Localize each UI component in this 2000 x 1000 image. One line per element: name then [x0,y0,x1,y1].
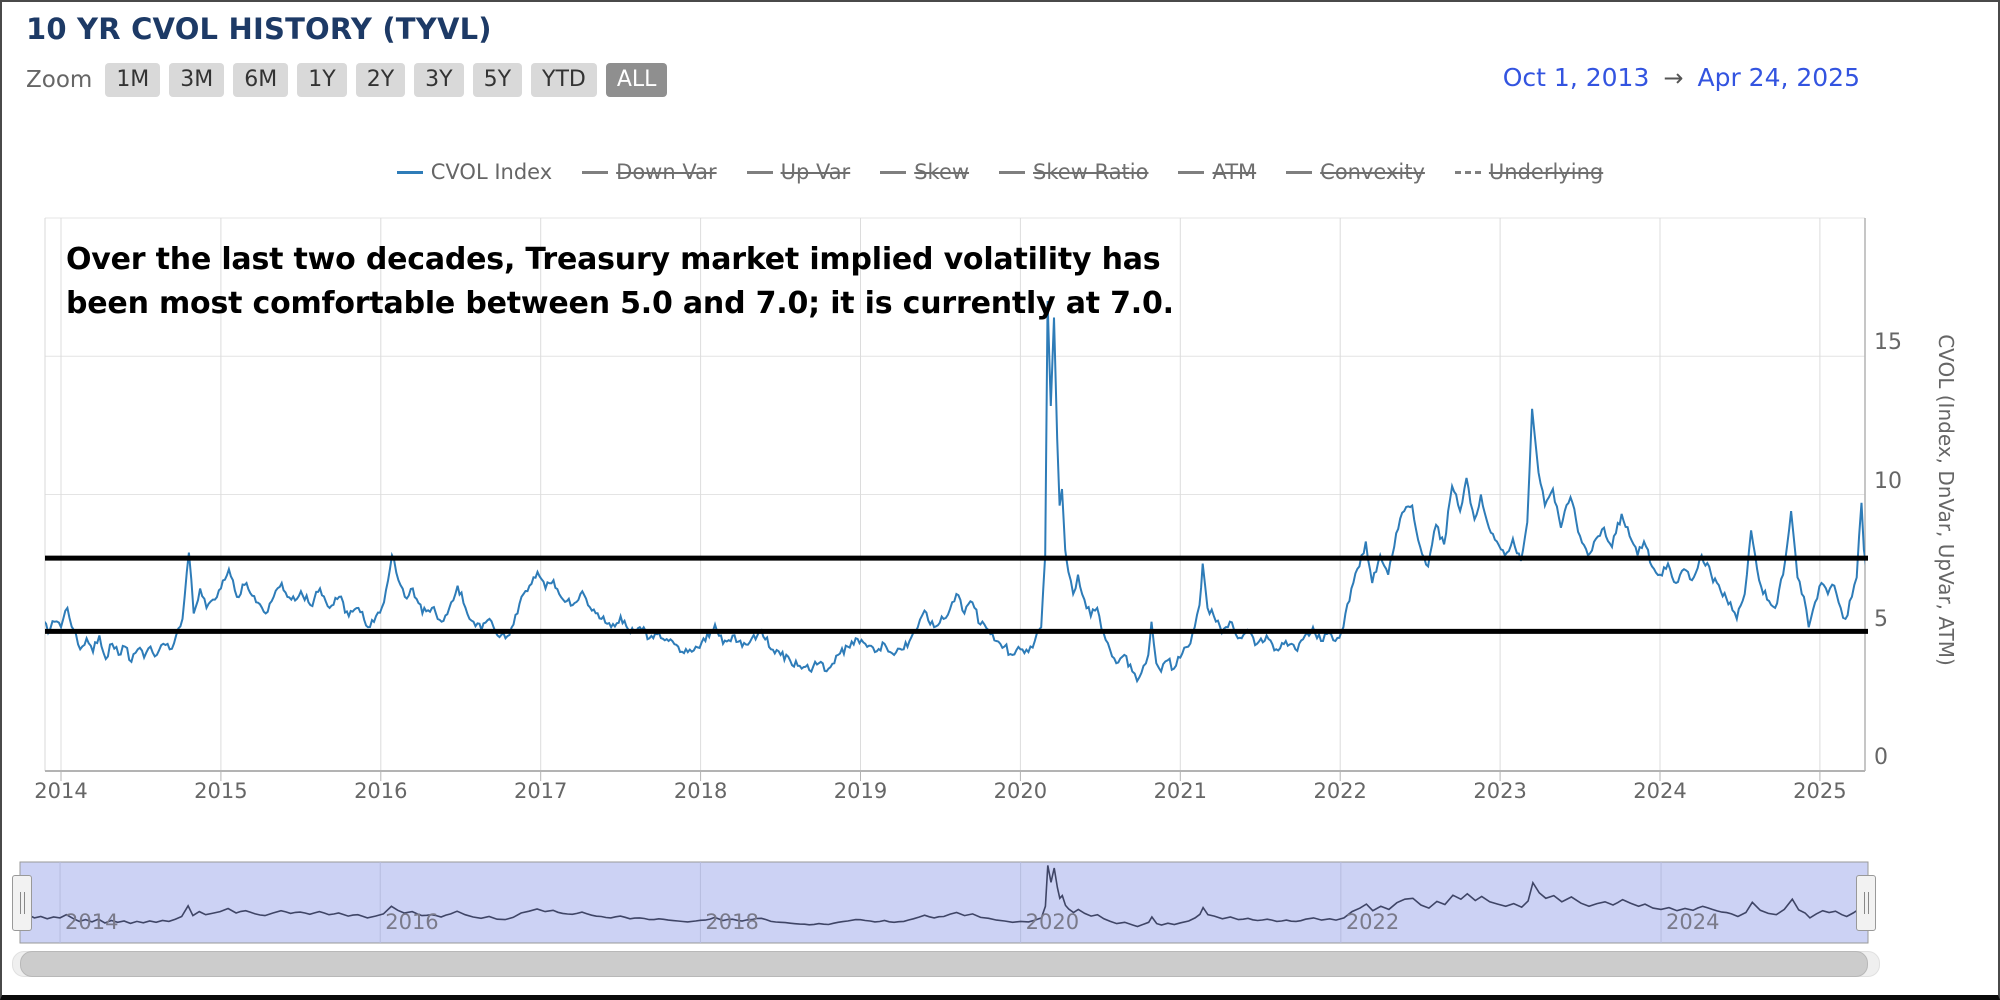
legend: CVOL Index Down Var Up Var Skew Skew Ratio AT… [0,160,2000,184]
legend-label: Down Var [616,160,717,184]
line-marker-icon [746,170,773,174]
line-marker-icon [582,170,609,174]
x-axis-label-2014: 2014 [34,779,88,803]
line-marker-icon [396,170,423,174]
y-axis-label-5: 5 [1874,606,1888,632]
range-button-1m[interactable]: 1M [105,62,161,98]
legend-label: CVOL Index [430,160,553,184]
range-button-6m[interactable]: 6M [233,62,289,98]
legend-label: Up Var [780,160,851,184]
legend-item-up-var[interactable]: Up Var [746,160,851,184]
range-button-5y[interactable]: 5Y [472,62,523,98]
x-axis-label-2020: 2020 [993,779,1048,803]
legend-label: Underlying [1488,160,1604,184]
x-axis-label-2016: 2016 [354,779,408,803]
navigator-series-line [21,865,1868,928]
line-marker-icon [999,170,1026,174]
navigator-label-2020: 2020 [1025,910,1080,934]
x-axis-label-2019: 2019 [833,779,888,803]
legend-label: Convexity [1320,160,1425,184]
line-marker-icon [1178,170,1205,174]
zoom-label: Zoom [26,67,93,93]
navigator-label-2016: 2016 [385,910,439,934]
range-button-1y[interactable]: 1Y [297,62,347,98]
legend-item-convexity[interactable]: Convexity [1286,160,1425,184]
x-axis-label-2021: 2021 [1153,779,1208,803]
date-from[interactable]: Oct 1, 2013 [1502,63,1650,92]
x-axis-label-2022: 2022 [1313,779,1367,803]
x-axis-label-2025: 2025 [1793,779,1847,803]
date-to[interactable]: Apr 24, 2025 [1697,63,1860,92]
navigator-right-handle[interactable] [1856,875,1876,931]
legend-item-skew-ratio[interactable]: Skew Ratio [999,160,1148,184]
navigator-mask[interactable] [19,861,1869,944]
legend-item-underlying[interactable]: Underlying [1454,160,1604,184]
legend-label: ATM [1212,160,1257,184]
legend-item-down-var[interactable]: Down Var [582,160,717,184]
cvol-index-series-line [45,300,1865,684]
range-selector: Zoom 1M 3M 6M 1Y 2Y 3Y 5Y YTD ALL [26,61,668,99]
annotation-line-1: Over the last two decades, Treasury mark… [66,242,1161,277]
line-marker-icon [880,170,907,174]
arrow-right-icon: → [1663,63,1684,92]
x-axis-label-2017: 2017 [513,779,568,803]
range-button-3y[interactable]: 3Y [414,62,464,98]
x-axis-label-2018: 2018 [673,779,728,803]
navigator-label-2022: 2022 [1345,910,1400,934]
navigator-left-handle[interactable] [12,875,32,931]
navigator-label-2014: 2014 [65,910,119,934]
legend-item-atm[interactable]: ATM [1178,160,1256,184]
legend-label: Skew Ratio [1033,160,1149,184]
range-button-ytd[interactable]: YTD [531,62,597,98]
range-buttons: 1M 3M 6M 1Y 2Y 3Y 5Y YTD ALL [105,62,668,98]
range-button-3m[interactable]: 3M [169,62,225,98]
navigator-label-2018: 2018 [705,910,759,934]
y-axis-label-10: 10 [1874,468,1902,494]
y-axis-label-15: 15 [1874,330,1902,356]
y-axis-label-0: 0 [1874,745,1888,770]
page-title: 10 YR CVOL HISTORY (TYVL) [26,12,492,46]
x-axis-label-2015: 2015 [194,779,248,803]
annotation-line-2: been most comfortable between 5.0 and 7.… [66,286,1174,321]
navigator-label-2024: 2024 [1666,910,1720,934]
date-range: Oct 1, 2013 → Apr 24, 2025 [1503,63,1860,92]
scrollbar-thumb[interactable] [20,951,1868,977]
chart-annotation: Over the last two decades, Treasury mark… [66,238,1174,326]
x-axis-label-2024: 2024 [1633,779,1687,803]
range-button-2y[interactable]: 2Y [355,62,406,98]
x-axis-label-2023: 2023 [1473,779,1527,803]
line-marker-icon [1286,170,1313,174]
legend-label: Skew [914,160,970,184]
dashed-line-marker-icon [1454,170,1481,174]
legend-item-skew[interactable]: Skew [880,160,969,184]
legend-item-cvol-index[interactable]: CVOL Index [396,160,553,184]
range-button-all[interactable]: ALL [605,62,668,98]
